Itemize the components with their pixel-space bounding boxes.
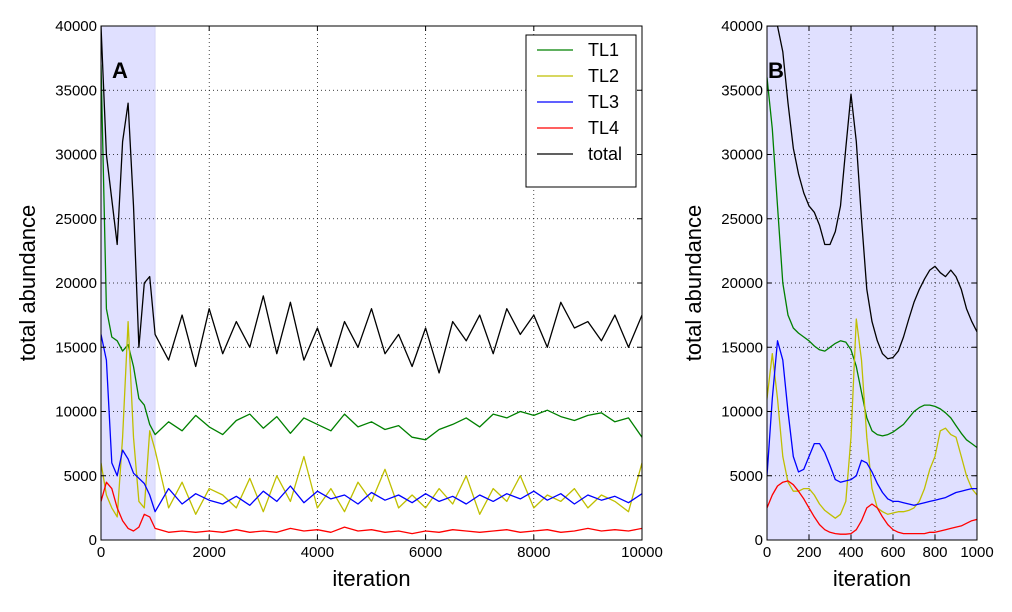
legend-label-tl4: TL4 <box>588 118 619 138</box>
y-tick-label: 30000 <box>55 147 97 164</box>
x-tick-label: 10000 <box>621 544 663 561</box>
panel-b: 0 200 400 600 800 100005000100001500020000250… <box>681 18 994 591</box>
x-tick-label: 0 <box>763 544 771 561</box>
y-tick-label: 10000 <box>721 404 763 421</box>
series-group <box>767 26 977 535</box>
x-tick-label: 8000 <box>517 544 550 561</box>
y-tick-label: 5000 <box>730 468 763 485</box>
y-tick-label: 15000 <box>55 339 97 356</box>
legend: TL1 TL2 TL3 TL4 total <box>525 34 637 188</box>
y-tick-label: 5000 <box>64 468 97 485</box>
x-tick-label: 400 <box>838 544 863 561</box>
legend-label-tl3: TL3 <box>588 92 619 112</box>
series-line-tl4 <box>767 480 977 535</box>
series-line-total <box>767 26 977 360</box>
x-tick-label: 600 <box>880 544 905 561</box>
panel-label: B <box>768 58 784 83</box>
series-line-tl2 <box>101 320 642 518</box>
series-line-tl1 <box>767 77 977 449</box>
legend-box <box>525 34 637 188</box>
y-tick-label: 10000 <box>55 404 97 421</box>
y-tick-label: 20000 <box>721 275 763 292</box>
y-axis-label: total abundance <box>681 205 706 362</box>
x-tick-label: 0 <box>97 544 105 561</box>
y-tick-label: 0 <box>89 532 97 549</box>
series-line-tl3 <box>767 340 977 506</box>
y-axis-label: total abundance <box>15 205 40 362</box>
legend-label-tl1: TL1 <box>588 40 619 60</box>
x-tick-label: 4000 <box>301 544 334 561</box>
y-tick-label: 30000 <box>721 147 763 164</box>
series-line-tl3 <box>101 334 642 513</box>
y-tick-label: 35000 <box>55 82 97 99</box>
legend-label-total: total <box>588 144 622 164</box>
y-tick-label: 0 <box>755 532 763 549</box>
y-tick-label: 40000 <box>55 18 97 35</box>
y-tick-label: 15000 <box>721 339 763 356</box>
x-tick-label: 800 <box>922 544 947 561</box>
series-line-total <box>101 26 642 374</box>
series-line-tl1 <box>101 64 642 441</box>
y-tick-label: 40000 <box>721 18 763 35</box>
series-line-tl4 <box>101 481 642 535</box>
panel-label: A <box>112 58 128 83</box>
panel-a: 0 2000 4000 6000 8000 10000 0 5000 10000 15000 200… <box>15 18 663 591</box>
legend-label-tl2: TL2 <box>588 66 619 86</box>
x-axis-label: iteration <box>332 566 410 591</box>
x-tick-label: 6000 <box>409 544 442 561</box>
series-line-tl2 <box>767 318 977 519</box>
x-tick-label: 200 <box>796 544 821 561</box>
x-tick-label: 1000 <box>960 544 993 561</box>
x-tick-label: 2000 <box>193 544 226 561</box>
x-axis-label: iteration <box>833 566 911 591</box>
y-tick-label: 35000 <box>721 82 763 99</box>
y-tick-label: 25000 <box>721 211 763 228</box>
y-tick-label: 20000 <box>55 275 97 292</box>
series-group <box>101 26 642 535</box>
y-tick-label: 25000 <box>55 211 97 228</box>
